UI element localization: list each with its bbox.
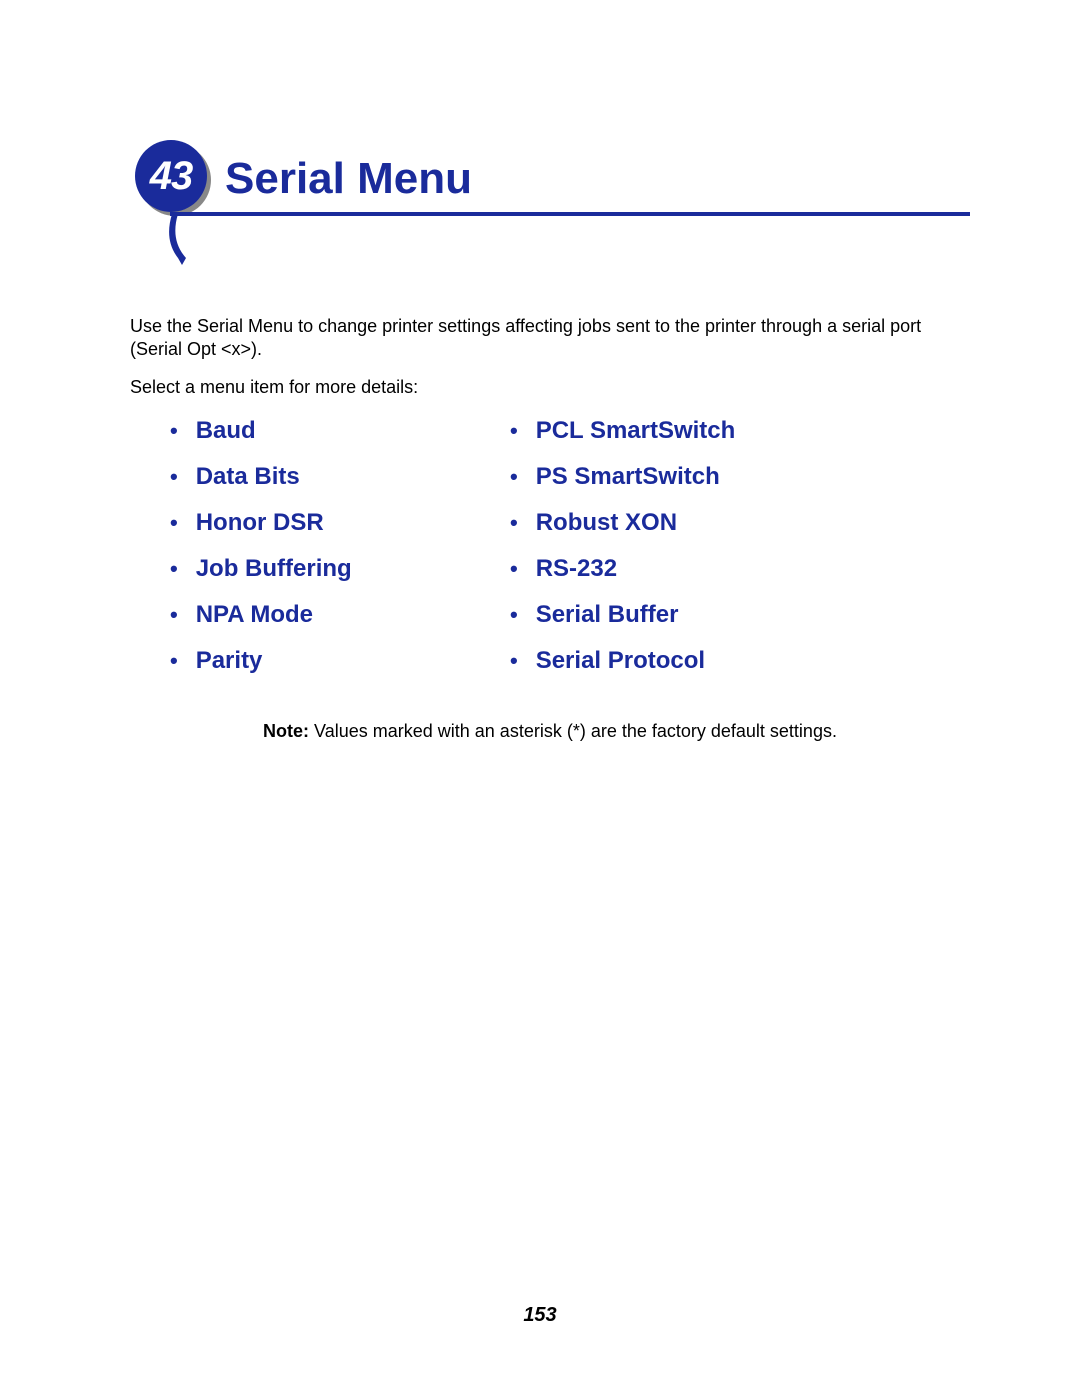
menu-link-rs-232[interactable]: RS-232 [536, 555, 617, 583]
bullet-icon: • [510, 466, 518, 488]
menu-item[interactable]: • NPA Mode [170, 601, 510, 629]
bullet-icon: • [510, 650, 518, 672]
menu-link-parity[interactable]: Parity [196, 647, 263, 675]
chapter-number: 43 [150, 154, 193, 199]
menu-item[interactable]: • Serial Protocol [510, 647, 850, 675]
bullet-icon: • [510, 420, 518, 442]
menu-item[interactable]: • Serial Buffer [510, 601, 850, 629]
menu-link-baud[interactable]: Baud [196, 417, 256, 445]
bullet-icon: • [170, 650, 178, 672]
menu-link-pcl-smartswitch[interactable]: PCL SmartSwitch [536, 417, 736, 445]
page-header: 43 Serial Menu [130, 140, 970, 270]
header-rule [170, 212, 970, 216]
menu-link-data-bits[interactable]: Data Bits [196, 463, 300, 491]
menu-item[interactable]: • Parity [170, 647, 510, 675]
menu-column-2: • PCL SmartSwitch • PS SmartSwitch • Rob… [510, 417, 850, 693]
bullet-icon: • [510, 558, 518, 580]
menu-item[interactable]: • PCL SmartSwitch [510, 417, 850, 445]
bullet-icon: • [170, 604, 178, 626]
intro-text: Use the Serial Menu to change printer se… [130, 315, 970, 399]
menu-link-ps-smartswitch[interactable]: PS SmartSwitch [536, 463, 720, 491]
note-label: Note: [263, 721, 309, 741]
menu-item[interactable]: • PS SmartSwitch [510, 463, 850, 491]
header-curve [160, 210, 190, 265]
menu-item[interactable]: • Data Bits [170, 463, 510, 491]
intro-paragraph-2: Select a menu item for more details: [130, 376, 970, 399]
menu-link-job-buffering[interactable]: Job Buffering [196, 555, 352, 583]
menu-list: • Baud • Data Bits • Honor DSR • Job Buf… [130, 417, 970, 693]
menu-link-serial-buffer[interactable]: Serial Buffer [536, 601, 679, 629]
document-page: 43 Serial Menu Use the Serial Menu to ch… [0, 0, 1080, 742]
menu-link-serial-protocol[interactable]: Serial Protocol [536, 647, 705, 675]
menu-item[interactable]: • Job Buffering [170, 555, 510, 583]
menu-link-honor-dsr[interactable]: Honor DSR [196, 509, 324, 537]
menu-item[interactable]: • Robust XON [510, 509, 850, 537]
bullet-icon: • [510, 604, 518, 626]
menu-item[interactable]: • Baud [170, 417, 510, 445]
menu-item[interactable]: • RS-232 [510, 555, 850, 583]
badge-circle: 43 [135, 140, 207, 212]
bullet-icon: • [170, 558, 178, 580]
bullet-icon: • [510, 512, 518, 534]
bullet-icon: • [170, 420, 178, 442]
page-title: Serial Menu [225, 154, 472, 204]
menu-column-1: • Baud • Data Bits • Honor DSR • Job Buf… [170, 417, 510, 693]
bullet-icon: • [170, 466, 178, 488]
intro-paragraph-1: Use the Serial Menu to change printer se… [130, 315, 970, 362]
chapter-badge: 43 [135, 140, 213, 218]
bullet-icon: • [170, 512, 178, 534]
menu-link-robust-xon[interactable]: Robust XON [536, 509, 677, 537]
note-text: Values marked with an asterisk (*) are t… [309, 721, 837, 741]
menu-link-npa-mode[interactable]: NPA Mode [196, 601, 313, 629]
note: Note: Values marked with an asterisk (*)… [130, 721, 970, 742]
menu-item[interactable]: • Honor DSR [170, 509, 510, 537]
page-number: 153 [0, 1304, 1080, 1327]
